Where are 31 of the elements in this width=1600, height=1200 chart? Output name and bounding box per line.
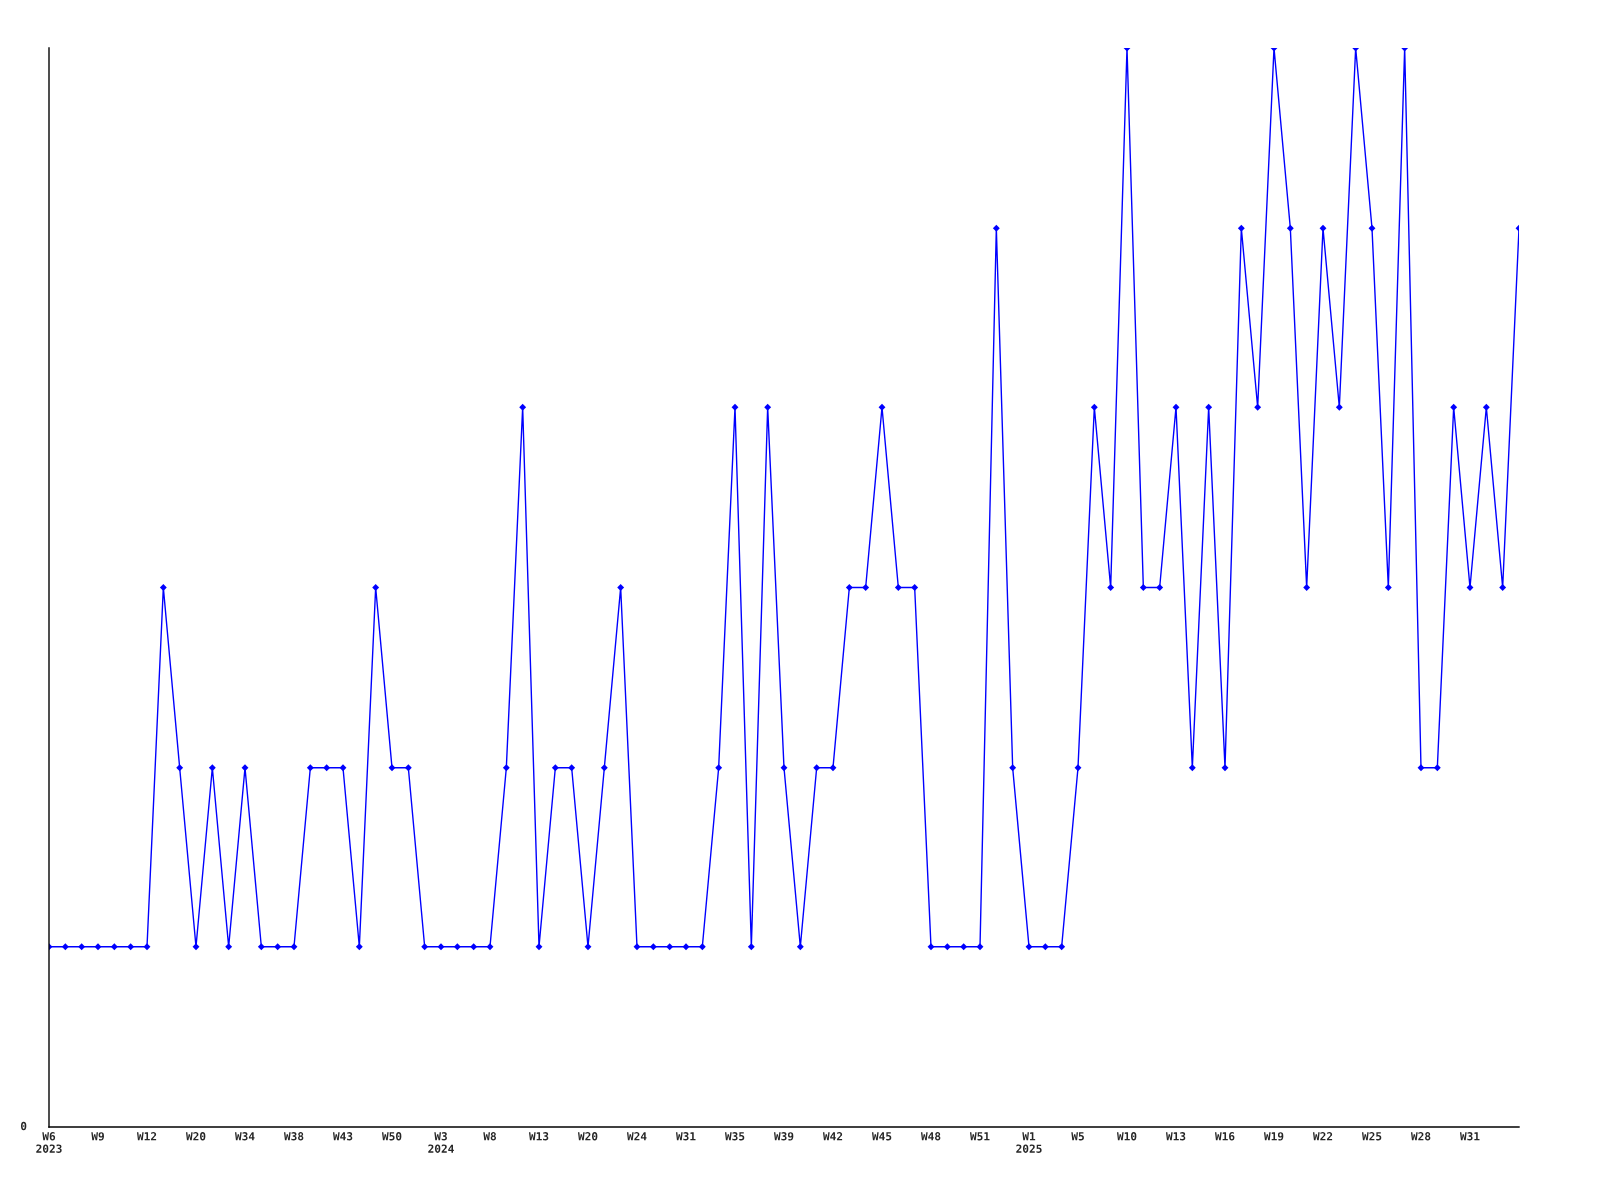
x-tick-label: W1 2025 <box>1016 1132 1042 1153</box>
x-tick-label: W24 <box>626 1132 647 1141</box>
x-tick-label: W38 <box>283 1132 304 1141</box>
x-tick-label: W3 2024 <box>428 1132 454 1153</box>
x-tick-label: W48 <box>920 1132 941 1141</box>
x-tick-label: W12 <box>136 1132 157 1141</box>
x-tick-label: W13 <box>528 1132 549 1141</box>
x-tick-label: W6 2023 <box>36 1132 62 1153</box>
x-tick-label: W5 <box>1071 1132 1084 1141</box>
x-tick-label: W20 <box>185 1132 206 1141</box>
x-tick-label: W39 <box>773 1132 794 1141</box>
x-tick-label: W20 <box>577 1132 598 1141</box>
x-tick-label: W51 <box>969 1132 990 1141</box>
x-tick-label: W10 <box>1116 1132 1137 1141</box>
x-tick-label: W8 <box>483 1132 496 1141</box>
x-tick-label: W22 <box>1312 1132 1333 1141</box>
text: 0 <box>20 1121 27 1131</box>
x-tick-label: W43 <box>332 1132 353 1141</box>
x-tick-label: W25 <box>1361 1132 1382 1141</box>
x-tick-label: W31 <box>675 1132 696 1141</box>
x-tick-label: W16 <box>1214 1132 1235 1141</box>
x-tick-label: W35 <box>724 1132 745 1141</box>
x-tick-label: W28 <box>1410 1132 1431 1141</box>
x-tick-label: W19 <box>1263 1132 1284 1141</box>
x-tick-label: W31 <box>1459 1132 1480 1141</box>
x-tick-label: W50 <box>381 1132 402 1141</box>
x-tick-label: W45 <box>871 1132 892 1141</box>
x-tick-label: W13 <box>1165 1132 1186 1141</box>
x-tick-label: W42 <box>822 1132 843 1141</box>
x-tick-label: W9 <box>91 1132 104 1141</box>
x-tick-label: W34 <box>234 1132 255 1141</box>
